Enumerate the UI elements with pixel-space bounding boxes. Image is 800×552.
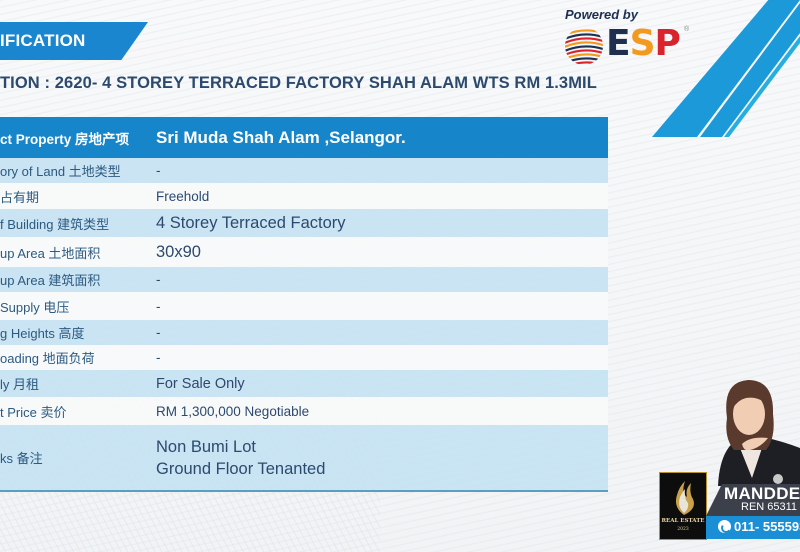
agent-phone-number[interactable]: 011- 555593 bbox=[734, 519, 800, 534]
row-value-multiline: Non Bumi Lot Ground Floor Tenanted bbox=[148, 436, 325, 480]
award-year: 2023 bbox=[677, 527, 689, 532]
table-row: 占有期 Freehold bbox=[0, 183, 608, 209]
agent-ren-number: REN 65311 bbox=[741, 501, 798, 513]
page-title: TION : 2620- 4 STOREY TERRACED FACTORY S… bbox=[0, 74, 597, 92]
table-row: up Area 土地面积 30x90 bbox=[0, 237, 608, 267]
logo-letter-p: P bbox=[654, 23, 681, 64]
table-row: oading 地面负荷 - bbox=[0, 345, 608, 370]
agent-photo bbox=[718, 380, 800, 486]
agent-name: MANDDE bbox=[724, 484, 800, 503]
row-label: up Area 土地面积 bbox=[0, 245, 101, 261]
row-value: - bbox=[156, 272, 161, 287]
row-label: g Heights 高度 bbox=[0, 326, 85, 341]
agent-nameplate bbox=[706, 484, 800, 516]
esp-logo: ESP bbox=[606, 22, 681, 66]
registered-mark: ® bbox=[684, 26, 690, 33]
award-badge: REAL ESTATE 2023 bbox=[659, 472, 707, 540]
table-bottom-border bbox=[0, 490, 608, 492]
table-row: g Heights 高度 - bbox=[0, 320, 608, 345]
decorative-stripes bbox=[652, 0, 800, 137]
row-value: - bbox=[156, 298, 161, 314]
row-label: t Price 卖价 bbox=[0, 404, 67, 420]
table-row: Supply 电压 - bbox=[0, 292, 608, 320]
table-header-row: ct Property 房地产项 Sri Muda Shah Alam ,Sel… bbox=[0, 117, 608, 158]
section-banner: IFICATION bbox=[0, 22, 148, 60]
remark-line: Ground Floor Tenanted bbox=[156, 459, 326, 478]
row-label: ory of Land 土地类型 bbox=[0, 164, 121, 179]
row-value: - bbox=[156, 350, 161, 365]
powered-by-label: Powered by bbox=[565, 7, 638, 22]
flame-award-icon bbox=[675, 481, 694, 515]
table-row: ly 月租 For Sale Only bbox=[0, 370, 608, 397]
row-value: 4 Storey Terraced Factory bbox=[156, 213, 346, 232]
row-label: ks 备注 bbox=[0, 451, 43, 466]
logo-letter-s: S bbox=[629, 23, 656, 64]
row-label: Supply 电压 bbox=[0, 299, 70, 315]
row-label: ly 月租 bbox=[0, 377, 40, 392]
header-value: Sri Muda Shah Alam ,Selangor. bbox=[156, 127, 406, 147]
table-row: f Building 建筑类型 4 Storey Terraced Factor… bbox=[0, 209, 608, 237]
row-value: RM 1,300,000 Negotiable bbox=[156, 403, 310, 419]
row-value: 30x90 bbox=[156, 242, 201, 261]
row-label: up Area 建筑面积 bbox=[0, 273, 101, 288]
logo-letter-e: E bbox=[606, 23, 631, 64]
specification-table: ct Property 房地产项 Sri Muda Shah Alam ,Sel… bbox=[0, 117, 608, 490]
header-label: ct Property 房地产项 bbox=[0, 131, 130, 147]
remark-line: Non Bumi Lot bbox=[156, 437, 256, 456]
award-text: REAL ESTATE bbox=[661, 518, 705, 524]
row-label: 占有期 bbox=[0, 189, 40, 205]
table-row: ks 备注 Non Bumi Lot Ground Floor Tenanted bbox=[0, 425, 608, 490]
row-value: For Sale Only bbox=[156, 375, 245, 392]
phone-icon bbox=[718, 520, 731, 533]
table-row: up Area 建筑面积 - bbox=[0, 267, 608, 292]
table-row: t Price 卖价 RM 1,300,000 Negotiable bbox=[0, 397, 608, 425]
row-label: oading 地面负荷 bbox=[0, 351, 95, 366]
row-value: Freehold bbox=[156, 188, 210, 204]
banner-label: IFICATION bbox=[0, 31, 86, 50]
table-row: ory of Land 土地类型 - bbox=[0, 158, 608, 183]
row-value: - bbox=[156, 163, 161, 178]
fingerprint-logo-icon bbox=[565, 29, 603, 65]
row-value: - bbox=[156, 325, 161, 340]
row-label: f Building 建筑类型 bbox=[0, 216, 110, 232]
